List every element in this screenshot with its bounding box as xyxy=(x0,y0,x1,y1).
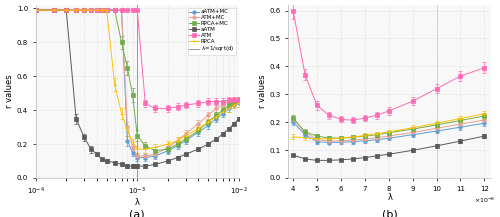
Text: $\times10^{-8}$: $\times10^{-8}$ xyxy=(474,195,496,205)
Y-axis label: r values: r values xyxy=(258,75,266,108)
Text: (a): (a) xyxy=(130,209,145,217)
Text: (b): (b) xyxy=(382,209,398,217)
Y-axis label: r values: r values xyxy=(5,75,14,108)
Legend: aATM+MC, ATM+MC, RPCA+MC, aATM, ATM, RPCA, $\lambda$=1/sqrt(d): aATM+MC, ATM+MC, RPCA+MC, aATM, ATM, RPC… xyxy=(188,8,236,55)
X-axis label: λ: λ xyxy=(134,198,140,207)
X-axis label: λ: λ xyxy=(388,193,392,202)
